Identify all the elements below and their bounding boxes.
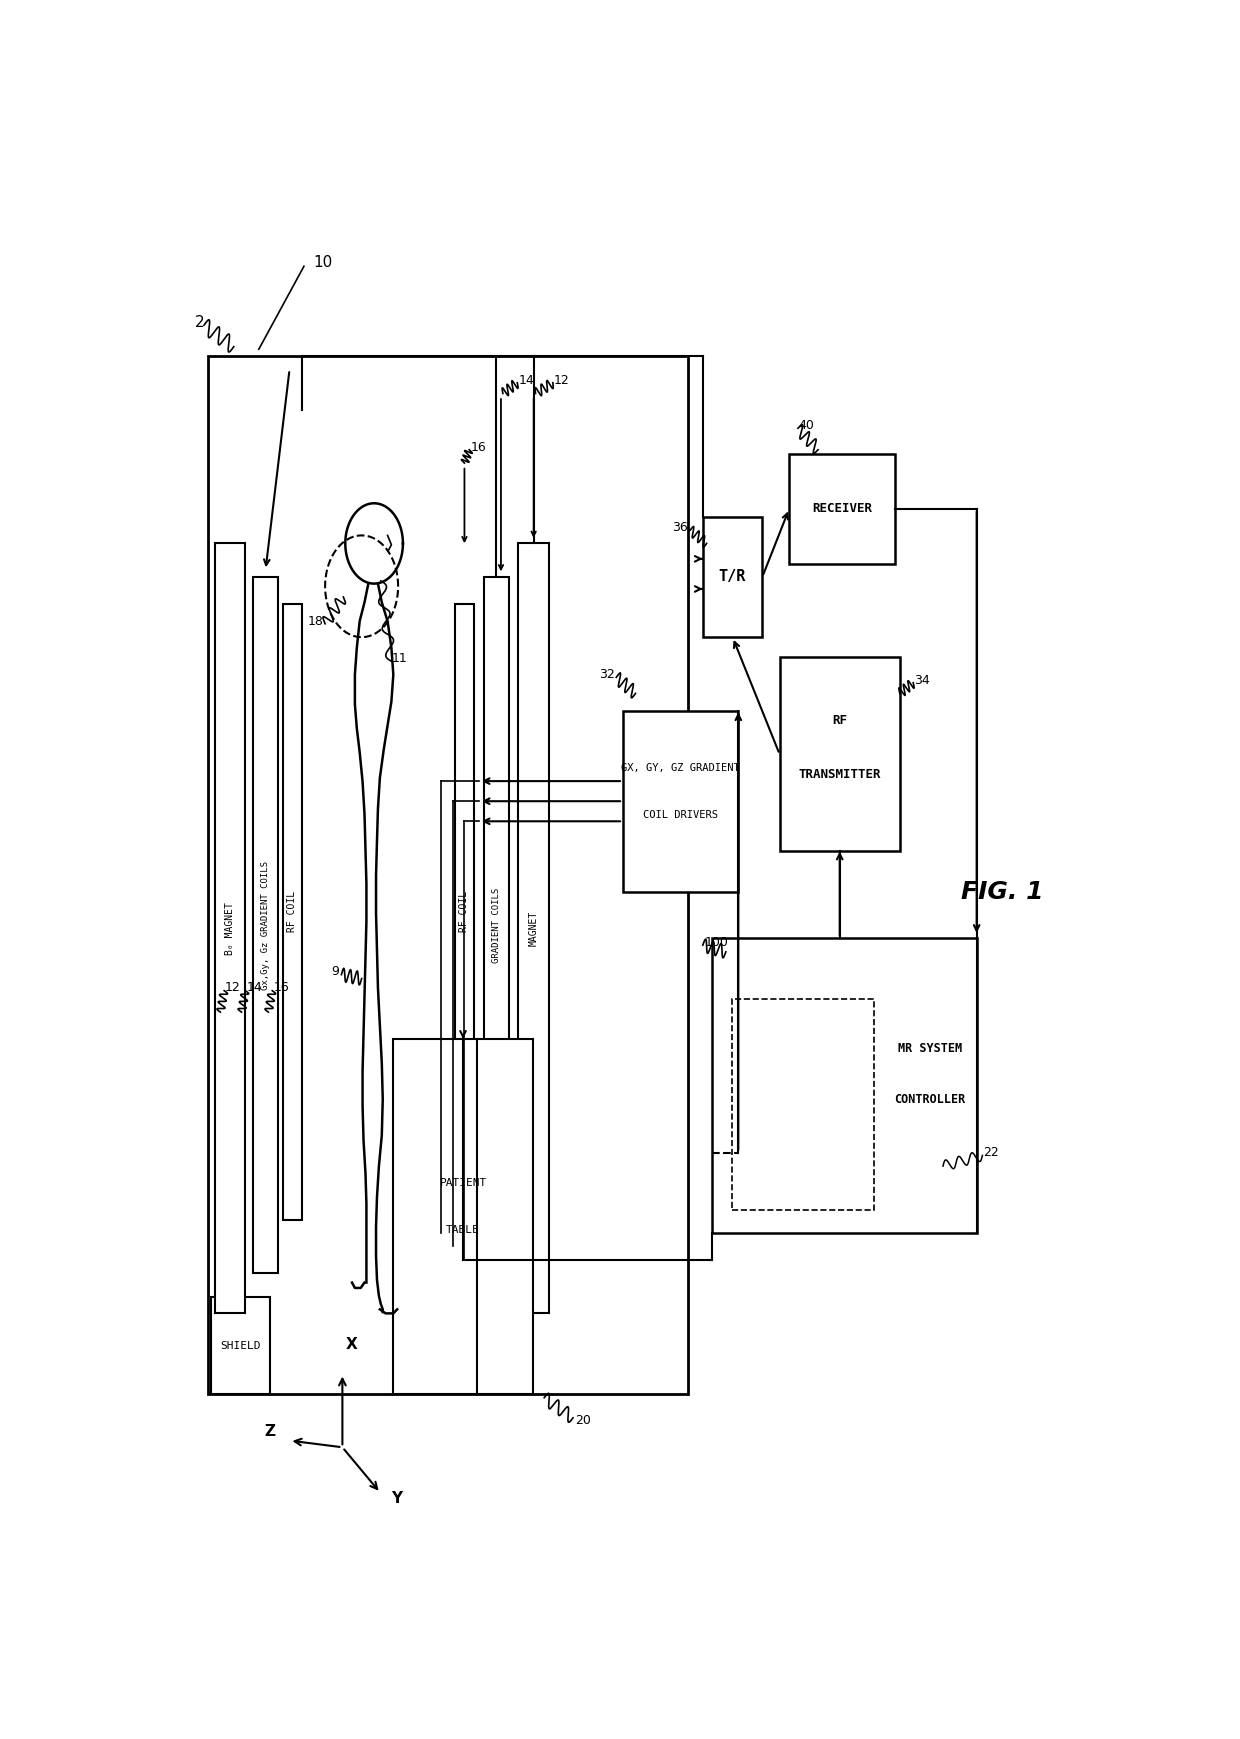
- Text: TABLE: TABLE: [446, 1224, 480, 1235]
- Bar: [518, 543, 549, 1313]
- Text: Gx,Gy, Gz GRADIENT COILS: Gx,Gy, Gz GRADIENT COILS: [260, 861, 270, 989]
- Bar: [283, 603, 303, 1219]
- Text: Y: Y: [391, 1492, 402, 1506]
- Text: 20: 20: [574, 1414, 590, 1428]
- Text: 22: 22: [983, 1146, 999, 1160]
- Text: RF: RF: [832, 715, 847, 727]
- Bar: [208, 356, 688, 1393]
- Text: T/R: T/R: [719, 569, 746, 584]
- Text: B₀ MAGNET: B₀ MAGNET: [224, 903, 234, 955]
- Text: 16: 16: [470, 440, 486, 454]
- Bar: [780, 657, 900, 852]
- Text: RF COIL: RF COIL: [460, 890, 470, 932]
- Bar: [484, 577, 508, 1273]
- Text: Z: Z: [265, 1424, 275, 1438]
- Text: 12: 12: [554, 374, 569, 386]
- Text: 40: 40: [799, 419, 815, 431]
- Text: 14: 14: [247, 981, 262, 995]
- Text: 18: 18: [308, 614, 324, 628]
- Text: SHIELD: SHIELD: [221, 1341, 260, 1351]
- Text: 32: 32: [599, 668, 614, 682]
- Text: 11: 11: [392, 652, 407, 664]
- Text: GX, GY, GZ GRADIENT: GX, GY, GZ GRADIENT: [621, 763, 740, 772]
- Bar: [211, 1297, 270, 1393]
- Text: 34: 34: [914, 673, 930, 687]
- Text: 10: 10: [314, 254, 332, 270]
- Text: CONTROLLER: CONTROLLER: [894, 1092, 966, 1106]
- Text: RF COIL: RF COIL: [288, 890, 298, 932]
- Bar: [712, 939, 977, 1233]
- Text: RECEIVER: RECEIVER: [812, 503, 872, 515]
- Bar: [789, 454, 895, 563]
- Bar: [732, 998, 874, 1210]
- Text: 100: 100: [704, 936, 729, 949]
- Text: 2: 2: [196, 315, 205, 330]
- Text: 16: 16: [273, 981, 289, 995]
- Text: 14: 14: [518, 374, 534, 386]
- Text: 36: 36: [672, 522, 687, 534]
- Text: FIG. 1: FIG. 1: [961, 880, 1044, 904]
- Text: MAGNET: MAGNET: [528, 911, 538, 946]
- Text: COIL DRIVERS: COIL DRIVERS: [644, 810, 718, 819]
- Bar: [455, 603, 474, 1219]
- Bar: [253, 577, 278, 1273]
- Bar: [703, 516, 763, 636]
- Text: X: X: [346, 1337, 358, 1351]
- Bar: [215, 543, 246, 1313]
- Text: GRADIENT COILS: GRADIENT COILS: [491, 887, 501, 963]
- Bar: [622, 711, 738, 892]
- Text: MR SYSTEM: MR SYSTEM: [898, 1042, 962, 1056]
- Text: 12: 12: [226, 981, 241, 995]
- Text: PATIENT: PATIENT: [439, 1177, 486, 1188]
- Text: 9: 9: [331, 965, 340, 979]
- Bar: [393, 1038, 533, 1393]
- Text: TRANSMITTER: TRANSMITTER: [799, 769, 880, 781]
